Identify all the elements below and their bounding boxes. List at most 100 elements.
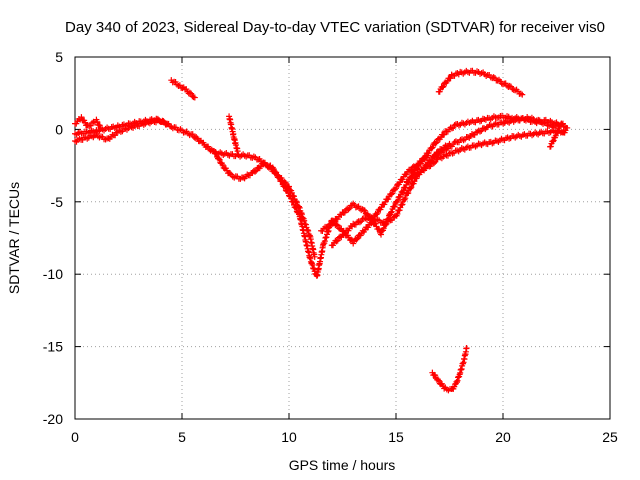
data-point — [227, 170, 234, 177]
data-point — [96, 122, 103, 129]
data-point — [251, 168, 258, 175]
y-tick-label: 5 — [55, 49, 63, 65]
y-axis-label: SDTVAR / TECUs — [6, 182, 22, 294]
data-point — [547, 143, 554, 150]
data-point — [429, 144, 436, 151]
data-point — [435, 377, 442, 384]
data-point — [440, 83, 447, 90]
chart-title: Day 340 of 2023, Sidereal Day-to-day VTE… — [65, 19, 605, 36]
data-point — [389, 190, 396, 197]
data-point — [388, 208, 395, 215]
data-point — [400, 187, 407, 194]
data-point — [191, 94, 198, 101]
data-point — [519, 91, 526, 98]
plot-frame — [74, 56, 611, 420]
data-point — [408, 166, 415, 173]
data-point — [549, 138, 556, 145]
data-point — [414, 162, 421, 169]
data-point — [188, 90, 195, 97]
data-point — [189, 131, 196, 138]
data-point — [375, 225, 382, 232]
data-point — [388, 191, 395, 198]
data-point — [425, 152, 432, 159]
data-point — [378, 231, 385, 238]
x-tick-label: 20 — [495, 429, 511, 445]
data-point — [234, 148, 241, 155]
data-point — [433, 139, 440, 146]
data-point — [276, 174, 283, 181]
data-point — [408, 175, 415, 182]
data-point — [205, 143, 212, 150]
data-point — [481, 125, 488, 132]
data-point — [290, 199, 297, 206]
x-axis-label: GPS time / hours — [289, 457, 396, 473]
data-point — [345, 206, 352, 213]
data-point — [391, 203, 398, 210]
data-point — [270, 165, 277, 172]
data-point — [512, 87, 519, 94]
data-point — [350, 240, 357, 247]
series-track-i — [547, 124, 571, 150]
data-point — [402, 195, 409, 202]
data-point — [454, 70, 461, 77]
y-tick-label: -15 — [43, 339, 63, 355]
data-point — [399, 201, 406, 208]
y-tick-label: -20 — [43, 411, 63, 427]
data-point — [435, 149, 442, 156]
data-point — [394, 210, 401, 217]
series-track-a — [72, 117, 318, 260]
series-track-c — [72, 114, 104, 131]
data-point — [464, 134, 471, 141]
data-point — [288, 195, 295, 202]
series-track-l — [435, 67, 526, 98]
data-point — [373, 211, 380, 218]
x-tick-label: 5 — [178, 429, 186, 445]
data-point — [365, 224, 372, 231]
data-point — [559, 120, 566, 127]
data-point — [216, 156, 223, 163]
data-point — [399, 176, 406, 183]
data-point — [434, 376, 441, 383]
data-point — [427, 163, 434, 170]
data-point — [253, 167, 260, 174]
series-track-d — [211, 140, 453, 279]
data-point — [361, 207, 368, 214]
data-point — [444, 78, 451, 85]
data-point — [240, 174, 247, 181]
data-point — [552, 132, 559, 139]
x-tick-label: 15 — [388, 429, 404, 445]
data-point — [385, 196, 392, 203]
series-track-j — [226, 113, 241, 155]
x-tick-label: 10 — [281, 429, 297, 445]
data-point — [385, 215, 392, 222]
data-point — [73, 120, 80, 127]
data-point — [431, 160, 438, 167]
data-point — [87, 122, 94, 129]
x-tick-label: 25 — [602, 429, 618, 445]
data-point — [278, 178, 285, 185]
data-point — [350, 220, 357, 227]
data-point — [394, 197, 401, 204]
data-point — [334, 222, 341, 229]
data-point — [393, 185, 399, 192]
data-point — [409, 174, 416, 181]
y-tick-label: 0 — [55, 121, 63, 137]
data-point — [341, 209, 348, 216]
data-point — [415, 170, 422, 177]
data-point — [396, 207, 403, 214]
data-point — [333, 238, 340, 245]
data-point — [419, 166, 426, 173]
data-point — [398, 202, 405, 209]
data-point — [432, 140, 439, 147]
series-track-f — [328, 152, 432, 249]
data-point — [356, 219, 363, 226]
x-tick-label: 0 — [71, 429, 79, 445]
data-points — [72, 67, 571, 394]
data-point — [391, 203, 398, 210]
data-point — [494, 77, 501, 84]
series-track-b — [72, 115, 171, 138]
data-point — [463, 345, 470, 352]
data-point — [354, 235, 361, 242]
data-point — [388, 209, 395, 216]
data-point — [334, 237, 341, 244]
